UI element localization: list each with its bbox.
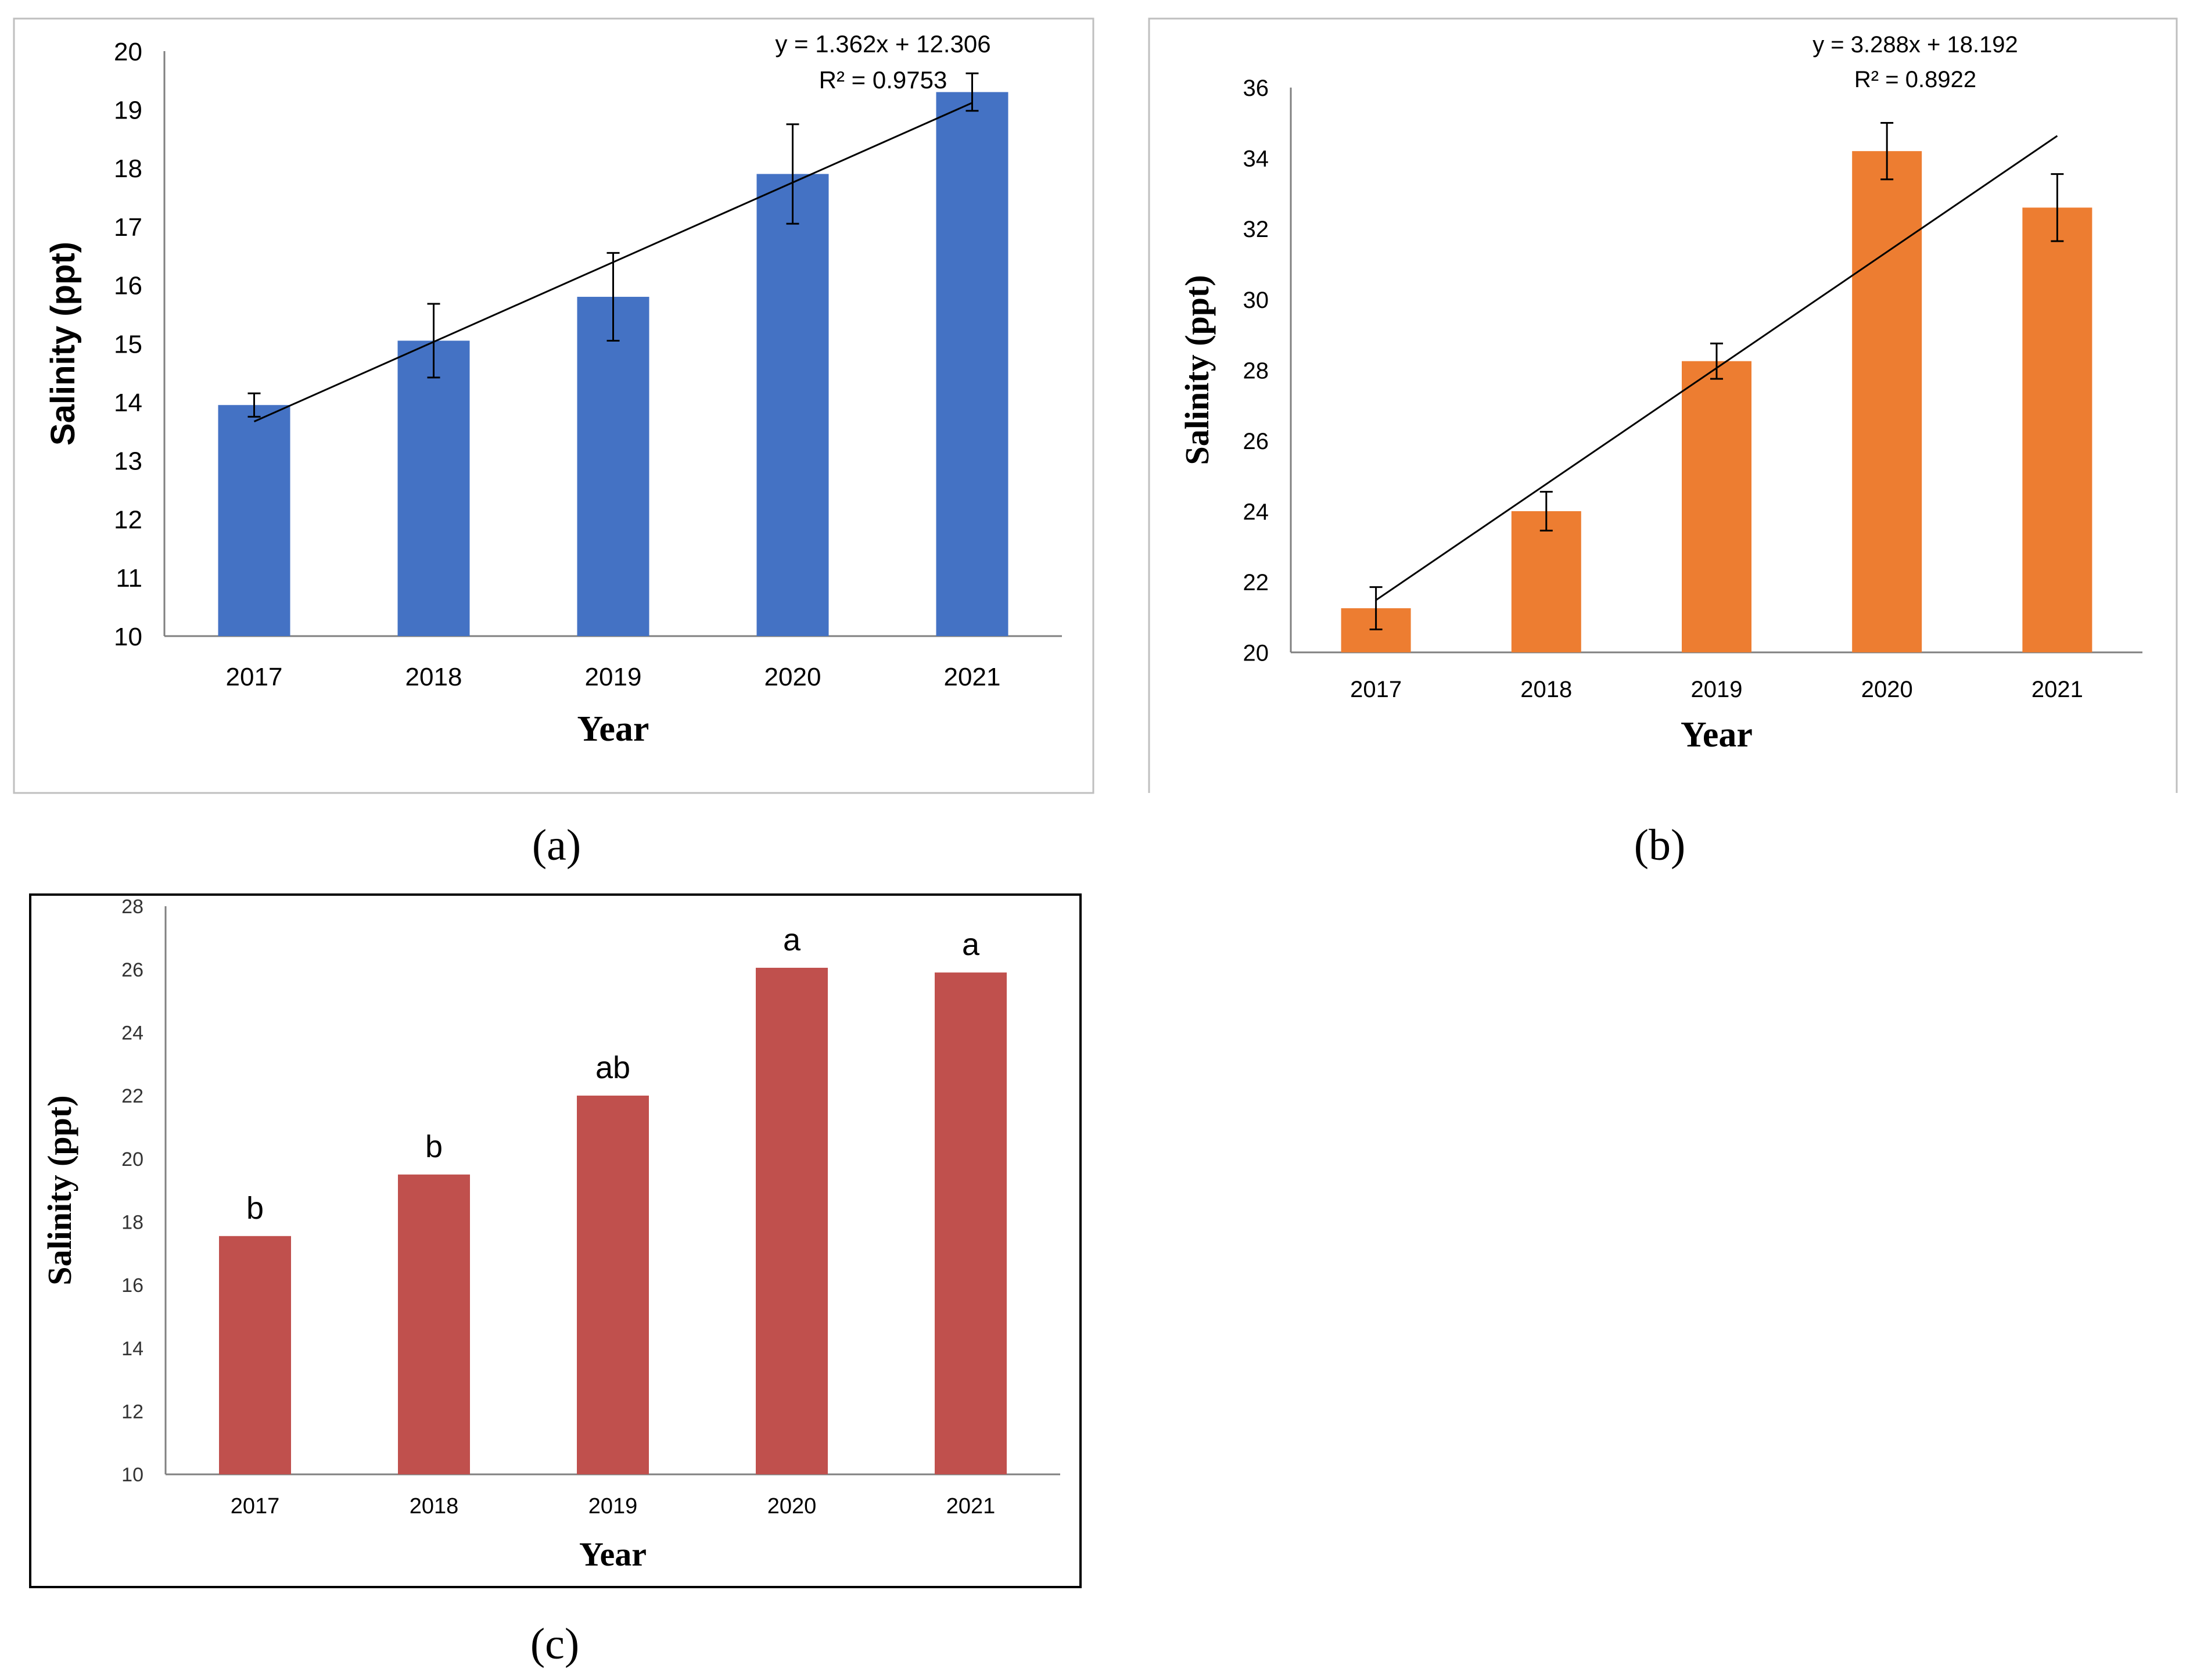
y-tick-label: 18 <box>114 155 142 183</box>
x-tick-label: 2018 <box>410 1494 459 1519</box>
y-tick-label: 30 <box>1243 288 1269 313</box>
y-tick-label: 11 <box>116 564 142 593</box>
error-bar-2019 <box>1710 342 1723 380</box>
bar-2017 <box>219 1236 291 1474</box>
r-squared: R² = 0.9753 <box>819 66 947 94</box>
x-tick-label: 2017 <box>1350 677 1402 702</box>
error-bar-2021 <box>965 72 979 112</box>
y-tick-label: 12 <box>121 1401 143 1423</box>
y-tick-label: 20 <box>1243 640 1269 666</box>
panel-label-a: (a) <box>532 821 581 870</box>
bar-2019 <box>577 296 649 636</box>
x-tick-label: 2019 <box>585 663 642 691</box>
group-label: a <box>783 922 801 957</box>
group-label: b <box>246 1191 264 1226</box>
bar-2020 <box>756 967 828 1474</box>
chart-b: 20 22 24 26 28 30 32 34 36 2017 2018 2019 2020 2021 y … <box>1178 32 2142 755</box>
x-axis-title: Year <box>579 1535 647 1573</box>
error-bar-2020 <box>786 123 799 225</box>
chart-a: 10 11 12 13 14 15 16 17 18 19 20 2017 2018 2019 2020 20… <box>44 30 1062 749</box>
x-tick-label: 2018 <box>1520 677 1572 702</box>
trendline <box>253 102 973 423</box>
panel-b-frame <box>1148 17 2178 793</box>
bar-2018 <box>397 340 470 636</box>
y-axis-title: Salinity (ppt) <box>1178 275 1216 465</box>
group-label: a <box>962 927 980 962</box>
x-axis-title: Year <box>1681 715 1753 755</box>
y-tick-label: 34 <box>1243 146 1269 172</box>
trendline <box>1375 135 2058 601</box>
y-tick-label: 14 <box>114 389 142 417</box>
bar-2021 <box>935 972 1007 1474</box>
bar-2018 <box>1511 511 1581 652</box>
y-tick-label: 24 <box>1243 499 1269 525</box>
chart-c: 10 12 14 16 18 20 22 24 26 28 2017 b 2018 b 2019 ab 2020… <box>41 896 1060 1573</box>
y-axis-title: Salinity (ppt) <box>44 242 82 446</box>
panel-label-b: (b) <box>1634 821 1686 870</box>
x-tick-label: 2019 <box>588 1494 638 1519</box>
y-tick-label: 24 <box>121 1022 143 1044</box>
y-tick-label: 28 <box>121 896 143 918</box>
y-tick-label: 12 <box>114 505 142 534</box>
y-tick-label: 26 <box>121 959 143 981</box>
y-tick-label: 20 <box>114 38 142 66</box>
y-tick-label: 17 <box>114 213 142 242</box>
y-tick-label: 22 <box>121 1085 143 1107</box>
y-tick-label: 28 <box>1243 358 1269 383</box>
x-tick-label: 2019 <box>1691 677 1743 702</box>
x-tick-label: 2020 <box>764 663 821 691</box>
bar-2019 <box>1682 361 1751 652</box>
x-tick-label: 2021 <box>2031 677 2083 702</box>
x-axis-title: Year <box>577 709 649 749</box>
x-tick-label: 2021 <box>946 1494 996 1519</box>
bar-2021 <box>2022 207 2092 652</box>
x-tick-label: 2020 <box>767 1494 817 1519</box>
bar-2020 <box>1852 151 1922 652</box>
error-bar-2020 <box>1880 122 1894 181</box>
panel-label-c: (c) <box>530 1620 579 1668</box>
group-label: b <box>425 1129 443 1164</box>
x-tick-label: 2018 <box>405 663 462 691</box>
trend-equation: y = 3.288x + 18.192 <box>1812 32 2018 58</box>
error-bar-2019 <box>606 252 620 342</box>
y-tick-label: 19 <box>114 96 142 125</box>
x-tick-label: 2021 <box>944 663 1001 691</box>
r-squared: R² = 0.8922 <box>1854 67 1976 92</box>
y-axis-title: Salinity (ppt) <box>41 1095 78 1285</box>
bar-2021 <box>936 92 1008 637</box>
y-tick-label: 15 <box>114 330 142 358</box>
error-bar-2021 <box>2051 173 2064 242</box>
y-tick-label: 22 <box>1243 570 1269 595</box>
y-tick-label: 16 <box>114 272 142 300</box>
y-tick-label: 26 <box>1243 429 1269 454</box>
bar-2019 <box>577 1096 649 1474</box>
y-tick-label: 36 <box>1243 76 1269 101</box>
y-tick-label: 13 <box>114 447 142 476</box>
y-tick-label: 10 <box>114 623 142 651</box>
y-tick-label: 20 <box>121 1148 143 1171</box>
error-bar-2018 <box>1539 491 1553 532</box>
bar-2017 <box>218 405 290 636</box>
x-tick-label: 2017 <box>231 1494 280 1519</box>
bar-2020 <box>756 174 829 637</box>
bar-2018 <box>398 1174 470 1474</box>
error-bar-2017 <box>1369 586 1383 631</box>
x-tick-label: 2020 <box>1861 677 1913 702</box>
group-label: ab <box>595 1050 630 1085</box>
y-tick-label: 16 <box>121 1275 143 1297</box>
panel-c-frame <box>29 893 1082 1588</box>
y-tick-label: 32 <box>1243 217 1269 242</box>
error-bar-2018 <box>427 303 440 379</box>
x-tick-label: 2017 <box>226 663 283 691</box>
y-tick-label: 18 <box>121 1212 143 1234</box>
trend-equation: y = 1.362x + 12.306 <box>775 30 990 58</box>
y-tick-label: 14 <box>121 1338 143 1360</box>
panel-a-frame <box>13 17 1094 794</box>
error-bar-2017 <box>247 392 261 418</box>
y-tick-label: 10 <box>121 1464 143 1486</box>
